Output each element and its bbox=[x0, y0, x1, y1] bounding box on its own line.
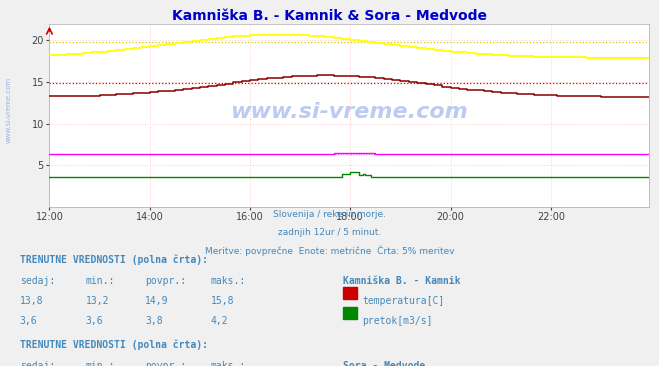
Text: temperatura[C]: temperatura[C] bbox=[362, 296, 445, 306]
Text: www.si-vreme.com: www.si-vreme.com bbox=[231, 102, 468, 122]
Text: Kamniška B. - Kamnik & Sora - Medvode: Kamniška B. - Kamnik & Sora - Medvode bbox=[172, 9, 487, 23]
Text: zadnjih 12ur / 5 minut.: zadnjih 12ur / 5 minut. bbox=[278, 228, 381, 237]
Text: min.:: min.: bbox=[86, 361, 115, 366]
Text: 13,8: 13,8 bbox=[20, 296, 43, 306]
Text: 3,6: 3,6 bbox=[86, 316, 103, 326]
Text: 3,6: 3,6 bbox=[20, 316, 38, 326]
Text: 13,2: 13,2 bbox=[86, 296, 109, 306]
Text: pretok[m3/s]: pretok[m3/s] bbox=[362, 316, 433, 326]
Text: 4,2: 4,2 bbox=[211, 316, 229, 326]
Text: 3,8: 3,8 bbox=[145, 316, 163, 326]
Text: povpr.:: povpr.: bbox=[145, 276, 186, 285]
Text: Slovenija / reke in morje.: Slovenija / reke in morje. bbox=[273, 210, 386, 220]
Text: Meritve: povprečne  Enote: metrične  Črta: 5% meritev: Meritve: povprečne Enote: metrične Črta:… bbox=[205, 246, 454, 256]
Text: TRENUTNE VREDNOSTI (polna črta):: TRENUTNE VREDNOSTI (polna črta): bbox=[20, 340, 208, 350]
Text: sedaj:: sedaj: bbox=[20, 276, 55, 285]
Text: 15,8: 15,8 bbox=[211, 296, 235, 306]
Text: 14,9: 14,9 bbox=[145, 296, 169, 306]
Text: maks.:: maks.: bbox=[211, 361, 246, 366]
Text: Sora - Medvode: Sora - Medvode bbox=[343, 361, 425, 366]
Text: maks.:: maks.: bbox=[211, 276, 246, 285]
Text: TRENUTNE VREDNOSTI (polna črta):: TRENUTNE VREDNOSTI (polna črta): bbox=[20, 254, 208, 265]
Text: sedaj:: sedaj: bbox=[20, 361, 55, 366]
Text: min.:: min.: bbox=[86, 276, 115, 285]
Text: www.si-vreme.com: www.si-vreme.com bbox=[5, 77, 11, 143]
Text: povpr.:: povpr.: bbox=[145, 361, 186, 366]
Text: Kamniška B. - Kamnik: Kamniška B. - Kamnik bbox=[343, 276, 460, 285]
